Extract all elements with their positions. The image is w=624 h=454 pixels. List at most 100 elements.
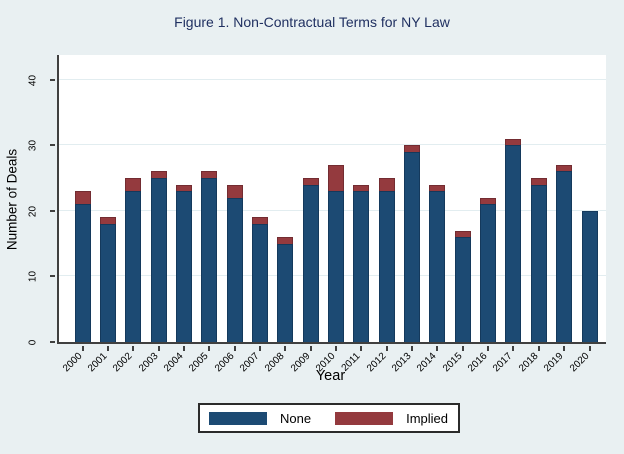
- bar-segment-implied-2016: [480, 197, 497, 205]
- y-tick-30: [50, 144, 55, 147]
- bar-segment-none-2000: [74, 204, 91, 342]
- y-axis-title: Number of Deals: [4, 148, 20, 251]
- x-tick-2019: [563, 346, 566, 351]
- bar-segment-none-2020: [581, 210, 598, 342]
- bar-segment-none-2015: [454, 237, 471, 342]
- x-tick-2008: [284, 346, 287, 351]
- y-tick-label-30: 30: [27, 140, 39, 152]
- bar-2001: [99, 217, 116, 342]
- legend-swatch-none: [209, 411, 267, 425]
- bar-segment-none-2002: [125, 191, 142, 342]
- bar-segment-none-2007: [251, 223, 268, 342]
- bar-2020: [581, 210, 598, 342]
- x-tick-2007: [258, 346, 261, 351]
- bar-segment-none-2003: [150, 178, 167, 342]
- bar-segment-implied-2015: [454, 230, 471, 238]
- y-tick-label-20: 20: [27, 205, 39, 217]
- bar-2002: [125, 178, 142, 342]
- bar-2011: [353, 184, 370, 342]
- x-tick-2020: [588, 346, 591, 351]
- bar-segment-none-2012: [378, 191, 395, 342]
- chart-title: Figure 1. Non-Contractual Terms for NY L…: [174, 14, 450, 30]
- y-tick-20: [50, 209, 55, 212]
- bar-2013: [404, 145, 421, 342]
- x-tick-2010: [335, 346, 337, 351]
- y-tick-label-10: 10: [27, 271, 39, 283]
- x-tick-2014: [436, 346, 439, 351]
- bar-segment-none-2018: [530, 184, 547, 342]
- bar-segment-none-2011: [353, 191, 370, 342]
- bar-2010: [328, 164, 344, 342]
- bar-segment-implied-2019: [556, 164, 573, 172]
- x-axis-title: Year: [315, 368, 346, 384]
- x-tick-2002: [132, 346, 135, 351]
- x-tick-2001: [106, 346, 109, 351]
- x-tick-2011: [360, 346, 363, 351]
- legend-label-implied: Implied: [406, 410, 448, 426]
- bar-segment-implied-2012: [378, 178, 395, 192]
- bar-2019: [556, 164, 573, 342]
- x-tick-2012: [385, 346, 388, 351]
- bar-2007: [251, 217, 268, 342]
- y-tick-label-40: 40: [27, 74, 39, 86]
- bar-segment-implied-2013: [404, 145, 421, 152]
- bar-2014: [429, 184, 446, 342]
- bar-segment-none-2009: [302, 184, 319, 342]
- legend-item-none: None: [209, 411, 311, 426]
- bar-segment-implied-2018: [530, 178, 547, 185]
- x-tick-2003: [157, 346, 160, 351]
- bar-segment-none-2014: [429, 191, 446, 342]
- bar-segment-implied-2014: [429, 184, 446, 192]
- x-tick-2009: [309, 346, 312, 351]
- bar-2012: [378, 178, 395, 342]
- gridline-30: [59, 144, 606, 146]
- x-tick-2013: [411, 346, 414, 351]
- bar-segment-implied-2004: [175, 184, 192, 192]
- bar-segment-none-2019: [556, 171, 573, 342]
- bar-segment-implied-2005: [201, 171, 218, 178]
- bar-2018: [530, 178, 547, 342]
- bar-segment-implied-2010: [328, 164, 344, 192]
- bar-segment-implied-2000: [74, 191, 91, 205]
- y-tick-0: [50, 341, 55, 343]
- y-tick-40: [50, 78, 55, 81]
- bar-segment-none-2008: [277, 243, 294, 342]
- bar-segment-implied-2009: [302, 178, 319, 185]
- bar-segment-implied-2017: [505, 138, 522, 146]
- bar-segment-none-2006: [226, 197, 243, 342]
- x-tick-2004: [182, 346, 185, 351]
- y-tick-10: [50, 275, 55, 278]
- legend-item-implied: Implied: [335, 411, 448, 426]
- x-tick-2006: [233, 346, 236, 351]
- bar-segment-none-2001: [99, 223, 116, 342]
- bar-2000: [74, 191, 91, 342]
- bar-segment-implied-2001: [99, 217, 116, 224]
- bar-2006: [226, 184, 243, 342]
- x-tick-2018: [537, 346, 540, 351]
- x-tick-2015: [461, 346, 464, 351]
- x-tick-2000: [81, 346, 84, 351]
- bar-segment-none-2010: [328, 191, 344, 342]
- y-tick-label-0: 0: [27, 339, 39, 346]
- legend: None Implied: [198, 403, 460, 433]
- bar-segment-implied-2007: [251, 217, 268, 224]
- bar-segment-implied-2002: [125, 178, 142, 192]
- x-tick-2017: [512, 346, 515, 351]
- bar-2005: [201, 171, 218, 342]
- bar-segment-none-2013: [404, 151, 421, 342]
- bar-2017: [505, 138, 522, 342]
- bar-segment-none-2016: [480, 204, 497, 342]
- x-tick-2016: [487, 346, 490, 351]
- bar-segment-implied-2008: [277, 237, 294, 244]
- legend-swatch-implied: [335, 411, 394, 425]
- bar-segment-implied-2011: [353, 184, 370, 192]
- bar-2008: [277, 237, 294, 342]
- bar-2009: [302, 178, 319, 342]
- x-tick-2005: [208, 346, 211, 351]
- bar-segment-none-2005: [201, 178, 218, 342]
- bar-segment-none-2004: [175, 191, 192, 342]
- gridline-40: [59, 78, 606, 80]
- bar-2003: [150, 171, 167, 342]
- bar-segment-implied-2003: [150, 171, 167, 178]
- bar-segment-implied-2006: [226, 184, 243, 198]
